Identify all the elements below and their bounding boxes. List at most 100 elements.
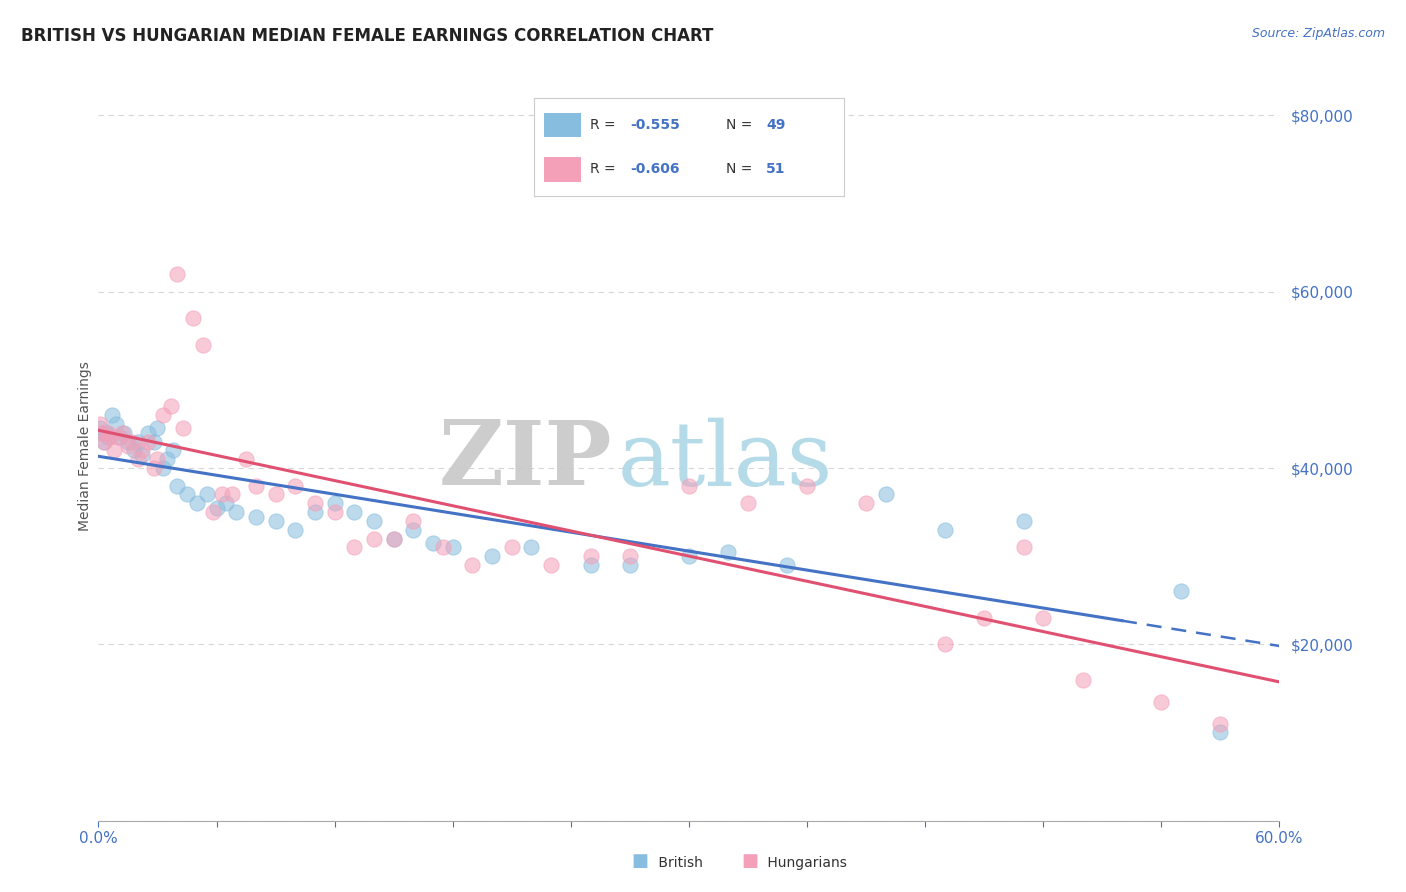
Text: -0.555: -0.555 xyxy=(630,118,681,132)
Text: R =: R = xyxy=(591,118,616,132)
Point xyxy=(1012,541,1035,555)
Point xyxy=(264,487,287,501)
Point xyxy=(181,311,204,326)
Point xyxy=(934,637,956,651)
Point xyxy=(245,478,267,492)
Text: ■: ■ xyxy=(741,852,758,870)
Point xyxy=(121,434,143,449)
Text: ZIP: ZIP xyxy=(439,417,612,505)
Point xyxy=(737,496,759,510)
Text: 51: 51 xyxy=(766,162,786,177)
Point xyxy=(540,558,562,572)
Point xyxy=(93,434,115,449)
Point xyxy=(245,509,267,524)
Point xyxy=(131,443,153,458)
Point xyxy=(520,541,543,555)
Point xyxy=(108,430,131,444)
Point xyxy=(205,500,228,515)
Point xyxy=(501,541,523,555)
Point xyxy=(98,430,121,444)
Point xyxy=(91,425,114,440)
Point xyxy=(97,425,120,440)
Point xyxy=(195,487,218,501)
Point xyxy=(619,558,641,572)
Point xyxy=(142,434,165,449)
Text: British: British xyxy=(654,855,703,870)
Point xyxy=(619,549,641,564)
Point xyxy=(186,496,208,510)
Point xyxy=(136,434,159,449)
Point xyxy=(221,487,243,501)
Point xyxy=(678,549,700,564)
Text: Source: ZipAtlas.com: Source: ZipAtlas.com xyxy=(1251,27,1385,40)
Point xyxy=(973,611,995,625)
Point xyxy=(363,514,385,528)
Point xyxy=(101,408,124,422)
Text: -0.606: -0.606 xyxy=(630,162,679,177)
Text: N =: N = xyxy=(725,162,752,177)
Point xyxy=(103,443,125,458)
Point xyxy=(172,421,194,435)
Point xyxy=(264,514,287,528)
Point xyxy=(191,337,214,351)
Point xyxy=(215,496,238,510)
Point xyxy=(323,496,346,510)
Point xyxy=(934,523,956,537)
Point xyxy=(776,558,799,572)
Point xyxy=(1071,673,1094,687)
Point xyxy=(343,541,366,555)
Point xyxy=(402,523,425,537)
Text: Hungarians: Hungarians xyxy=(763,855,848,870)
Y-axis label: Median Female Earnings: Median Female Earnings xyxy=(77,361,91,531)
Point xyxy=(162,443,184,458)
Point xyxy=(152,461,174,475)
Point xyxy=(363,532,385,546)
Point xyxy=(1150,695,1173,709)
Point xyxy=(461,558,484,572)
Point xyxy=(111,425,134,440)
Point xyxy=(166,267,188,281)
Text: 49: 49 xyxy=(766,118,786,132)
Point xyxy=(1209,725,1232,739)
Point xyxy=(176,487,198,501)
Point xyxy=(304,496,326,510)
Point xyxy=(91,425,114,440)
Point xyxy=(284,478,307,492)
Point xyxy=(142,461,165,475)
Text: R =: R = xyxy=(591,162,616,177)
Point xyxy=(875,487,897,501)
Point xyxy=(382,532,405,546)
Point xyxy=(97,430,120,444)
Point xyxy=(382,532,405,546)
Point xyxy=(122,443,145,458)
Point xyxy=(481,549,503,564)
Point xyxy=(105,417,128,431)
Point xyxy=(717,545,740,559)
Point xyxy=(343,505,366,519)
Point xyxy=(166,478,188,492)
Point xyxy=(89,421,111,435)
Point xyxy=(402,514,425,528)
Point xyxy=(1170,584,1192,599)
Point xyxy=(1032,611,1054,625)
Point xyxy=(160,400,183,414)
Point xyxy=(855,496,877,510)
Point xyxy=(284,523,307,537)
Point xyxy=(117,439,139,453)
Point xyxy=(1209,716,1232,731)
Point xyxy=(432,541,454,555)
Point xyxy=(579,549,602,564)
Point xyxy=(127,452,149,467)
Point xyxy=(96,425,118,440)
Text: BRITISH VS HUNGARIAN MEDIAN FEMALE EARNINGS CORRELATION CHART: BRITISH VS HUNGARIAN MEDIAN FEMALE EARNI… xyxy=(21,27,713,45)
Point xyxy=(112,425,135,440)
Point xyxy=(201,505,224,519)
Point xyxy=(127,434,149,449)
Point xyxy=(1012,514,1035,528)
Point xyxy=(117,434,139,449)
Point xyxy=(93,434,115,449)
FancyBboxPatch shape xyxy=(544,157,581,182)
Point xyxy=(156,452,179,467)
Point xyxy=(422,536,444,550)
Point xyxy=(146,421,169,435)
